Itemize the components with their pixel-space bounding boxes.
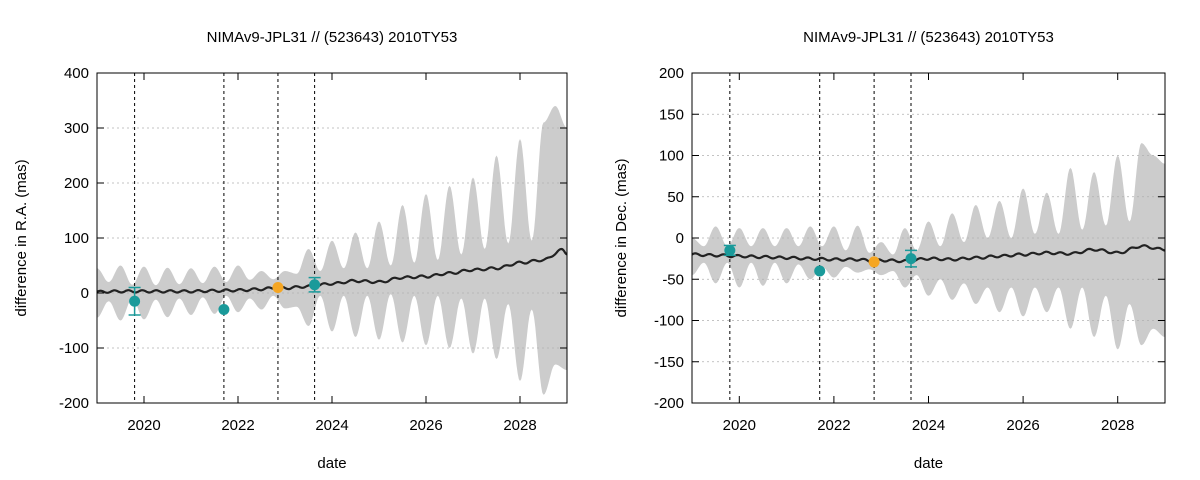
y-tick-label: 300: [64, 120, 89, 137]
x-tick-label: 2022: [817, 417, 850, 434]
x-tick-label: 2024: [315, 417, 348, 434]
observation-point: [129, 295, 141, 307]
y-tick-label: -100: [654, 313, 684, 330]
plot-area: [97, 73, 567, 403]
x-tick-label: 2026: [409, 417, 442, 434]
chart-title: NIMAv9-JPL31 // (523643) 2010TY53: [803, 29, 1054, 46]
x-tick-label: 2020: [127, 417, 160, 434]
y-tick-label: -100: [59, 340, 89, 357]
y-tick-label: 150: [659, 106, 684, 123]
difference-curve: [97, 247, 567, 294]
uncertainty-band: [692, 143, 1165, 350]
y-tick-label: 400: [64, 65, 89, 82]
x-tick-label: 2020: [723, 417, 756, 434]
x-axis-title: date: [914, 455, 943, 472]
y-tick-label: 50: [667, 189, 684, 206]
plot-area: [692, 73, 1165, 403]
y-axis-title: difference in R.A. (mas): [13, 159, 30, 316]
y-axis-title: difference in Dec. (mas): [613, 159, 630, 318]
y-tick-label: 0: [676, 230, 684, 247]
x-tick-label: 2024: [912, 417, 945, 434]
observation-point: [724, 244, 736, 256]
x-axis-title: date: [317, 455, 346, 472]
uncertainty-band: [97, 106, 567, 395]
observation-point: [814, 265, 826, 277]
y-tick-label: 100: [659, 148, 684, 165]
y-tick-label: -150: [654, 354, 684, 371]
x-tick-label: 2026: [1006, 417, 1039, 434]
y-tick-label: 0: [81, 285, 89, 302]
observation-point: [218, 304, 230, 315]
reference-point: [272, 282, 284, 293]
observation-point: [309, 279, 321, 291]
x-tick-label: 2028: [1101, 417, 1134, 434]
chart-title: NIMAv9-JPL31 // (523643) 2010TY53: [207, 29, 458, 46]
x-tick-label: 2022: [221, 417, 254, 434]
dec-difference-chart: -200 -150 -100 -50 0 50 100 150 200 2020 2022 2024 2…: [613, 29, 1166, 472]
y-tick-label: -50: [662, 271, 684, 288]
y-tick-label: 200: [659, 65, 684, 82]
y-tick-label: 100: [64, 230, 89, 247]
x-tick-label: 2028: [503, 417, 536, 434]
y-tick-label: 200: [64, 175, 89, 192]
y-tick-label: -200: [654, 395, 684, 412]
difference-curve: [692, 244, 1165, 264]
reference-point: [868, 256, 880, 268]
ra-difference-chart: -200 -100 0 100 200 300 400 2020 2022 2024 2026 202…: [13, 29, 568, 472]
observation-point: [905, 253, 917, 265]
y-tick-label: -200: [59, 395, 89, 412]
